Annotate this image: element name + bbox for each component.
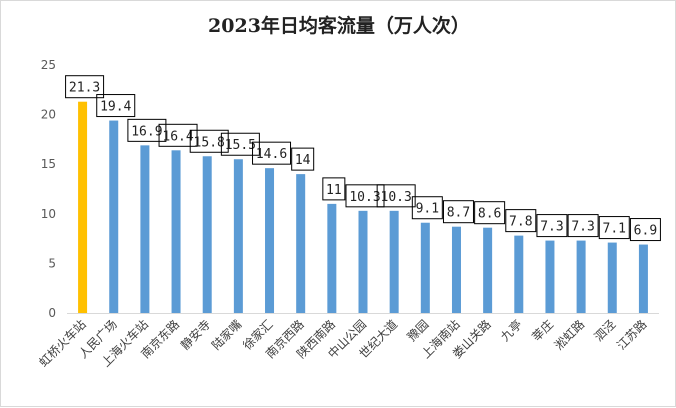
bar — [483, 227, 493, 313]
data-label: 7.3 — [540, 220, 563, 235]
data-label: 8.6 — [478, 207, 501, 222]
data-label-box — [505, 209, 537, 233]
data-label-box — [220, 132, 260, 156]
data-label: 9.1 — [416, 202, 439, 217]
data-label-box — [442, 200, 474, 224]
data-label-box — [96, 94, 136, 118]
data-label-box — [411, 196, 443, 220]
category-label: 泗泾 — [592, 317, 619, 344]
bar — [265, 168, 275, 313]
data-label-box — [65, 75, 105, 99]
y-tick-label: 20 — [41, 108, 56, 122]
bar — [140, 145, 150, 313]
data-label: 6.9 — [634, 224, 657, 239]
y-tick-label: 25 — [41, 58, 56, 72]
category-label: 静安寺 — [177, 317, 213, 353]
category-label: 江苏路 — [613, 317, 649, 353]
data-label-box — [322, 177, 346, 201]
bar — [545, 240, 555, 313]
data-label-box — [345, 184, 385, 208]
data-label: 16.9 — [131, 124, 162, 139]
y-tick-label: 5 — [48, 256, 56, 270]
data-label: 21.3 — [69, 81, 100, 96]
bar — [78, 101, 88, 313]
category-label: 豫园 — [405, 317, 432, 344]
data-label-box — [536, 214, 568, 238]
data-label: 7.8 — [509, 215, 532, 230]
data-label: 10.3 — [381, 190, 412, 205]
bar — [576, 240, 586, 313]
data-label: 11 — [326, 183, 342, 198]
bar — [233, 159, 243, 313]
data-label: 16.4 — [162, 129, 193, 144]
bar — [420, 222, 430, 313]
data-label: 10.3 — [349, 190, 380, 205]
bar — [451, 226, 461, 313]
data-label: 15.5 — [225, 138, 256, 153]
data-label: 19.4 — [100, 100, 131, 115]
data-label: 7.1 — [603, 222, 626, 237]
y-tick-label: 0 — [48, 306, 56, 320]
data-label-box — [598, 216, 630, 240]
data-label-box — [376, 184, 416, 208]
data-label-box — [474, 201, 506, 225]
data-label-box — [189, 129, 229, 153]
data-label-box — [158, 123, 198, 147]
bar — [202, 156, 212, 313]
data-label-box — [291, 147, 315, 171]
bar — [109, 120, 119, 313]
data-label-box — [629, 218, 661, 242]
y-tick-label: 10 — [41, 207, 56, 221]
bar — [638, 244, 648, 313]
bar — [296, 174, 306, 313]
data-label-box — [127, 118, 167, 142]
data-label: 7.3 — [571, 220, 594, 235]
category-label: 陆家嘴 — [208, 317, 244, 353]
category-label: 淞虹路 — [551, 317, 587, 353]
data-label: 8.7 — [447, 206, 470, 221]
bar — [514, 235, 524, 313]
bar — [389, 210, 399, 313]
data-label: 15.8 — [194, 135, 225, 150]
data-label: 14.6 — [256, 147, 287, 162]
chart-title: 2023年日均客流量（万人次） — [208, 15, 470, 37]
bar — [327, 203, 337, 313]
data-label-box — [252, 141, 292, 165]
y-tick-label: 15 — [41, 157, 56, 171]
bar — [607, 242, 617, 313]
category-label: 莘庄 — [528, 317, 556, 345]
bar — [358, 210, 368, 313]
bar — [171, 150, 181, 313]
category-label: 虹桥火车站 — [36, 317, 89, 370]
category-label: 九亭 — [497, 317, 525, 345]
data-label: 14 — [295, 153, 311, 168]
data-label-box — [567, 214, 599, 238]
